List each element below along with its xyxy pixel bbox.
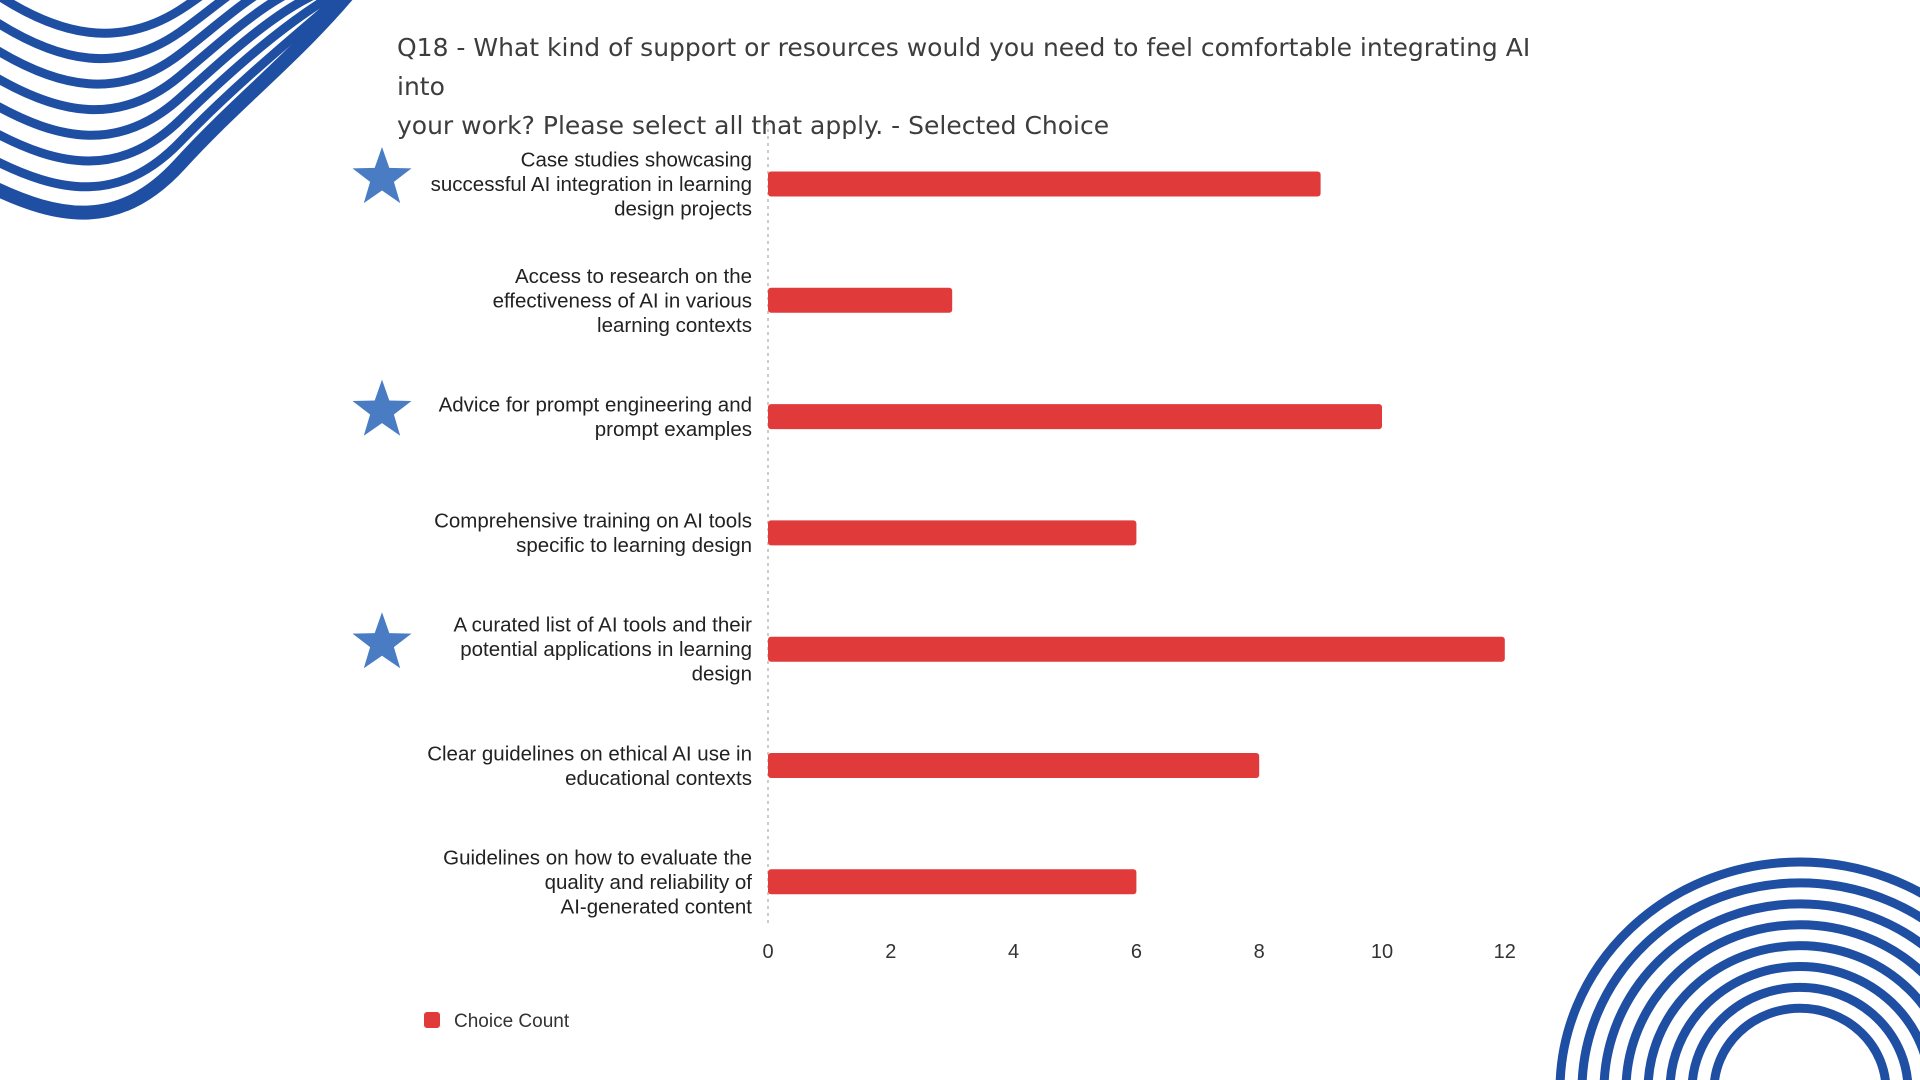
bar-1 — [768, 171, 1321, 197]
category-label-line: specific to learning design — [516, 534, 752, 557]
x-tick-label: 2 — [885, 941, 896, 963]
category-label-3: Advice for prompt engineering and prompt … — [439, 393, 752, 441]
arch-stripe — [1577, 878, 1920, 1080]
arch-stripe — [1599, 899, 1920, 1080]
wave-stripe — [0, 0, 314, 140]
category-label-1: Case studies showcasing successful AI int… — [431, 149, 752, 221]
category-label-line: Comprehensive training on AI tools — [434, 510, 752, 533]
x-tick-label: 12 — [1494, 941, 1516, 963]
x-tick-label: 4 — [1008, 941, 1019, 963]
bar-5 — [768, 636, 1505, 662]
bar-6 — [768, 753, 1260, 778]
x-tick-label: 6 — [1131, 941, 1142, 963]
wave-decoration-top-left — [0, 0, 353, 220]
category-label-line: design projects — [614, 198, 752, 221]
wave-stripe — [0, 0, 257, 89]
category-label-line: learning contexts — [597, 314, 752, 337]
arch-stripe — [1643, 941, 1920, 1080]
category-label-line: design — [692, 663, 752, 686]
legend-swatch — [424, 1012, 440, 1028]
arch-stripe — [1688, 982, 1912, 1080]
category-label-5: A curated list of AI tools and their pote… — [453, 614, 752, 686]
category-label-line: Access to research on the — [515, 265, 752, 288]
category-label-line: potential applications in learning — [460, 638, 752, 661]
arch-stripe — [1621, 920, 1920, 1080]
legend-label: Choice Count — [454, 1011, 570, 1032]
wave-stripe — [0, 0, 286, 115]
bar-2 — [768, 287, 953, 313]
category-label-line: Advice for prompt engineering and — [439, 393, 752, 416]
category-label-line: prompt examples — [595, 418, 752, 441]
category-label-line: effectiveness of AI in various — [493, 289, 752, 312]
star-icon — [352, 379, 412, 436]
bar-3 — [768, 404, 1382, 430]
x-tick-label: 10 — [1371, 941, 1393, 963]
x-tick-label: 8 — [1254, 941, 1265, 963]
category-label-4: Comprehensive training on AI tools specif… — [434, 510, 752, 558]
category-label-line: Clear guidelines on ethical AI use in — [427, 742, 752, 765]
chart-title-line-2: your work? Please select all that apply.… — [397, 111, 1110, 140]
legend: Choice Count — [424, 1011, 570, 1032]
category-label-line: successful AI integration in learning — [431, 173, 752, 196]
category-label-line: educational contexts — [565, 767, 752, 790]
category-label-line: A curated list of AI tools and their — [453, 614, 752, 637]
wave-stripe — [0, 0, 334, 166]
category-label-line: Guidelines on how to evaluate the — [443, 846, 752, 869]
arch-decoration-bottom-right — [1555, 857, 1920, 1080]
wave-stripe — [0, 0, 353, 220]
arch-stripe — [1710, 1003, 1890, 1080]
bar-4 — [768, 520, 1137, 546]
category-label-6: Clear guidelines on ethical AI use in edu… — [427, 742, 752, 790]
wave-stripe — [0, 0, 230, 63]
wave-stripe — [0, 0, 344, 192]
arch-stripe — [1665, 962, 1920, 1080]
x-tick-label: 0 — [762, 941, 773, 963]
category-label-line: quality and reliability of — [545, 871, 753, 894]
category-label-line: AI-generated content — [561, 895, 753, 918]
chart-title: Q18 - What kind of support or resources … — [397, 28, 1547, 145]
star-icon — [352, 147, 412, 204]
category-label-line: Case studies showcasing — [521, 149, 752, 172]
arch-stripe — [1555, 857, 1920, 1080]
category-label-7: Guidelines on how to evaluate the quality… — [443, 846, 752, 918]
wave-stripe — [0, 0, 203, 38]
category-label-2: Access to research on the effectiveness o… — [493, 265, 752, 337]
star-icon — [352, 612, 412, 669]
chart-title-line-1: Q18 - What kind of support or resources … — [397, 33, 1531, 101]
bar-7 — [768, 869, 1137, 895]
